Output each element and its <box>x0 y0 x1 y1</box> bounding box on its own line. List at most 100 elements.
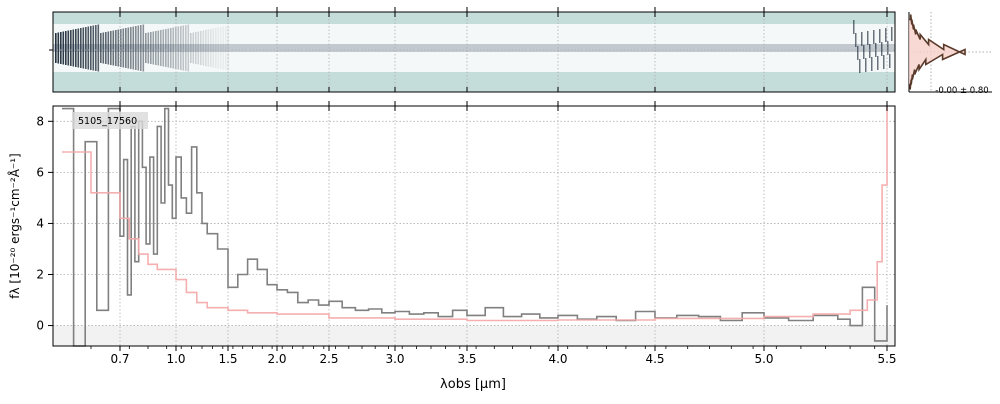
twod-column <box>130 27 132 69</box>
twod-column <box>855 33 857 47</box>
twod-column <box>861 32 863 46</box>
twod-column <box>137 25 140 71</box>
x-tick-label: 4.5 <box>645 352 664 366</box>
twod-column <box>869 44 871 58</box>
spectrum-lines <box>62 106 888 347</box>
twod-column <box>100 33 102 63</box>
x-tick-label: 3.5 <box>457 352 476 366</box>
spectrum-data-line <box>62 107 888 347</box>
y-tick-label: 8 <box>36 114 44 128</box>
object-id-box <box>72 112 148 129</box>
histogram-fill <box>909 14 965 90</box>
twod-column <box>190 33 192 63</box>
x-tick-label: 2.0 <box>267 352 286 366</box>
twod-column <box>142 24 145 72</box>
twod-column <box>162 29 165 67</box>
twod-spectrum-frame <box>52 11 896 93</box>
twod-column <box>67 30 70 66</box>
twod-column <box>145 33 147 63</box>
y-tick-label: 0 <box>36 319 44 333</box>
twod-column <box>85 27 87 69</box>
twod-column <box>110 31 112 65</box>
twod-column <box>120 29 122 67</box>
twod-column <box>891 27 893 41</box>
histogram-stats-label: -0.00 ± 0.80 <box>935 86 988 96</box>
twod-column <box>60 32 62 64</box>
twod-column <box>132 26 135 70</box>
twod-column <box>857 46 859 60</box>
x-tick-label: 0.7 <box>110 352 129 366</box>
y-tick-label: 6 <box>36 165 44 179</box>
twod-column <box>65 31 67 65</box>
twod-column <box>90 26 92 70</box>
twod-column <box>115 30 117 66</box>
object-id-label: 5105_17560 <box>78 116 137 127</box>
twod-column <box>879 29 881 43</box>
twod-column <box>127 27 130 69</box>
twod-column <box>210 29 212 67</box>
twod-column <box>72 29 75 67</box>
x-axis-label: λobs [μm] <box>440 377 506 392</box>
twod-column <box>107 31 110 65</box>
x-tick-label: 1.0 <box>166 352 185 366</box>
twod-column <box>182 25 185 71</box>
twod-column <box>192 32 195 64</box>
twod-spectrum-grid <box>53 12 895 92</box>
twod-column <box>217 27 220 69</box>
twod-column <box>77 28 80 68</box>
twod-column <box>165 29 167 67</box>
twod-column <box>185 25 187 71</box>
x-tick-label: 1.5 <box>218 352 237 366</box>
twod-column <box>195 32 197 64</box>
twod-column <box>157 30 160 66</box>
x-tick-label: 5.5 <box>877 352 896 366</box>
twod-column <box>200 31 202 65</box>
twod-column <box>207 29 210 67</box>
main-grid <box>53 106 895 346</box>
twod-column <box>889 54 891 68</box>
y-tick-label: 2 <box>36 268 44 282</box>
twod-column <box>147 32 150 64</box>
twod-column <box>87 26 90 70</box>
twod-spectrum-panel <box>49 7 896 93</box>
twod-column <box>873 30 875 44</box>
x-tick-label: 4.0 <box>548 352 567 366</box>
twod-column <box>105 32 107 64</box>
zero-band <box>53 325 895 346</box>
twod-column <box>170 28 172 68</box>
twod-column <box>57 32 60 64</box>
x-tick-label: 3.0 <box>385 352 404 366</box>
twod-column <box>92 25 95 71</box>
twod-column <box>160 30 162 66</box>
twod-column <box>180 26 182 70</box>
twod-column <box>152 31 155 65</box>
twod-column <box>863 45 865 59</box>
twod-column <box>122 28 125 68</box>
twod-column <box>215 28 217 68</box>
main-spectrum-panel: 0.7 1.0 1.5 2.0 2.5 3.0 3.5 4.0 4.5 5.0 5.5 0 2 4 6 8 5… <box>7 101 897 392</box>
histogram-step-line <box>909 14 966 90</box>
twod-column <box>177 26 180 70</box>
twod-column <box>220 27 222 69</box>
twod-column <box>871 57 873 71</box>
twod-column <box>865 58 867 72</box>
twod-column <box>877 56 879 70</box>
twod-column <box>55 33 57 63</box>
twod-column <box>135 26 137 70</box>
twod-column <box>125 28 127 68</box>
twod-column <box>222 26 225 70</box>
twod-column <box>75 29 77 67</box>
histogram-panel: -0.00 ± 0.80 <box>908 12 992 96</box>
main-frame <box>52 105 896 347</box>
twod-column <box>140 25 142 71</box>
twod-column <box>167 28 170 68</box>
twod-column <box>155 31 157 65</box>
twod-column <box>225 26 227 70</box>
twod-column <box>212 28 215 68</box>
twod-column <box>867 31 869 45</box>
twod-column <box>205 30 207 66</box>
twod-column <box>853 20 855 34</box>
twod-column <box>887 41 889 55</box>
